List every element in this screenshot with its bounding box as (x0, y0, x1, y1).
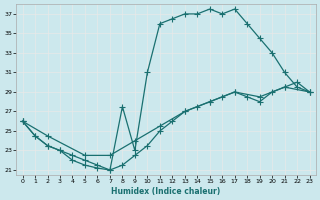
X-axis label: Humidex (Indice chaleur): Humidex (Indice chaleur) (111, 187, 221, 196)
